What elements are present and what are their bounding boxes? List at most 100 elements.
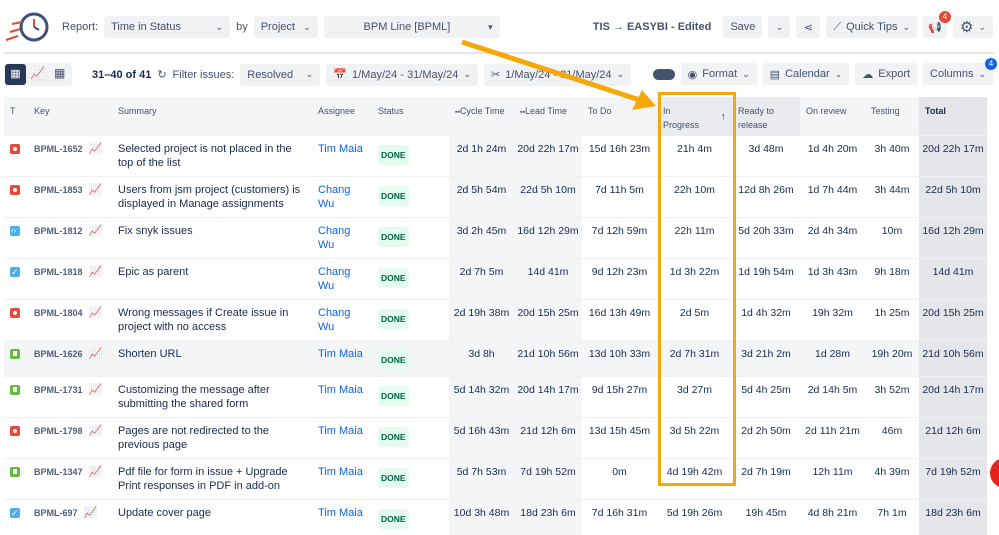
story-type-icon (10, 466, 20, 477)
column-header[interactable]: T (4, 97, 28, 135)
table-row[interactable]: BPML-1347 📈 Pdf file for form in issue + … (4, 457, 987, 499)
issue-key-link[interactable]: BPML-1812 (34, 225, 83, 236)
table-row[interactable]: BPML-1818 📈 Epic as parent Chang Wu DONE 2… (4, 257, 987, 299)
help-bubble[interactable] (990, 458, 999, 488)
report-header-right: TIS → EASYBI - Edited Save ⌄ ⋖ ⟋ Quick Ti… (593, 11, 993, 38)
table-row[interactable]: BPML-697 📈 Update cover page Tim Maia DON… (4, 498, 987, 535)
chart-trend-icon[interactable]: 📈 (88, 347, 103, 360)
column-header[interactable]: Key (28, 97, 112, 135)
table-row[interactable]: BPML-1731 📈 Customizing the message after… (4, 375, 987, 417)
task-type-icon (10, 265, 20, 279)
issue-key-link[interactable]: BPML-1798 (34, 425, 83, 436)
group-by-select[interactable]: Project ⌄ (253, 16, 318, 38)
columns-button[interactable]: Columns ⌄ 4 (923, 58, 997, 85)
drag-handle-icon[interactable]: ▪▪ (455, 109, 460, 116)
lead-time-cell: 21d 12h 6m (514, 416, 582, 458)
issue-key-link[interactable]: BPML-1804 (34, 307, 83, 318)
column-header[interactable]: On review (800, 97, 865, 135)
refresh-icon[interactable]: ↻ (157, 69, 167, 81)
column-header[interactable]: Testing (865, 97, 919, 135)
toggle-switch[interactable] (652, 68, 675, 80)
assignee-cell[interactable]: Chang Wu (312, 175, 372, 217)
assignee-cell[interactable]: Chang Wu (312, 216, 372, 258)
column-header[interactable]: To Do (582, 97, 657, 135)
ready-to-release-cell: 19h 45m (732, 498, 800, 535)
assignee-cell[interactable]: Chang Wu (312, 298, 372, 340)
chevron-down-icon: ⌄ (775, 21, 784, 32)
issue-key-link[interactable]: BPML-1853 (34, 184, 83, 195)
report-type-select[interactable]: Time in Status ⌄ (104, 16, 231, 38)
total-cell: 21d 10h 56m (919, 339, 987, 376)
table-row[interactable]: BPML-1804 📈 Wrong messages if Create issu… (4, 298, 987, 340)
chevron-down-icon: ⌄ (978, 68, 986, 79)
export-button[interactable]: ☁ Export (855, 63, 918, 85)
total-cell: 22d 5h 10m (919, 175, 987, 217)
on-review-cell: 4d 8h 21m (800, 498, 865, 535)
column-header[interactable]: Total (919, 97, 987, 135)
save-button[interactable]: Save (723, 16, 763, 38)
filter-select[interactable]: Resolved ⌄ (240, 63, 321, 86)
issue-key-link[interactable]: BPML-1731 (34, 384, 83, 395)
assignee-cell[interactable]: Tim Maia (312, 375, 372, 417)
issue-key-link[interactable]: BPML-1652 (34, 143, 83, 154)
date-range-select[interactable]: 📅 1/May/24 - 31/May/24 ⌄ (326, 63, 478, 86)
column-header[interactable]: Ready to release (732, 97, 800, 135)
sort-ascending-icon[interactable]: ↑ (720, 111, 727, 123)
status-cell: DONE (372, 416, 449, 458)
table-row[interactable]: BPML-1798 📈 Pages are not redirected to t… (4, 416, 987, 458)
date-range-select-2[interactable]: ✂ 1/May/24 - 31/May/24 ⌄ (483, 63, 632, 86)
column-header[interactable]: ▪▪Cycle Time (449, 97, 514, 135)
project-select[interactable]: BPM Line [BPML] ▾ (323, 16, 500, 38)
column-header[interactable]: Assignee (312, 97, 372, 135)
grid-view-icon[interactable]: ▦ (5, 64, 26, 85)
chart-trend-icon[interactable]: 📈 (88, 265, 103, 278)
column-header[interactable]: Summary (112, 97, 312, 135)
table-row[interactable]: BPML-1812 📈 Fix snyk issues Chang Wu DONE… (4, 216, 987, 258)
status-cell: DONE (372, 175, 449, 217)
column-header[interactable]: In Progress ↑ (657, 97, 732, 135)
chevron-down-icon: ⌄ (978, 21, 986, 32)
column-header[interactable]: Status (372, 97, 449, 135)
save-options-button[interactable]: ⌄ (768, 16, 791, 38)
caret-down-icon: ▾ (488, 21, 493, 32)
chart-trend-icon[interactable]: 📈 (88, 142, 103, 155)
calendar-button[interactable]: ▤ Calendar ⌄ (762, 63, 850, 85)
date-range-value-2: 1/May/24 - 31/May/24 (505, 68, 612, 81)
type-cell (4, 339, 28, 376)
issue-key-link[interactable]: BPML-697 (34, 507, 78, 518)
assignee-cell[interactable]: Tim Maia (312, 416, 372, 458)
chart-view-icon[interactable]: 📈 (30, 66, 45, 80)
chart-trend-icon[interactable]: 📈 (88, 383, 103, 396)
column-header[interactable]: ▪▪Lead Time (514, 97, 582, 135)
assignee-cell[interactable]: Tim Maia (312, 134, 372, 176)
format-button[interactable]: ◉ Format ⌄ (680, 63, 757, 85)
table-row[interactable]: BPML-1853 📈 Users from jsm project (custo… (4, 175, 987, 217)
drag-handle-icon[interactable]: ▪▪ (520, 109, 525, 116)
chart-trend-icon[interactable]: 📈 (88, 424, 103, 437)
to-do-cell: 7d 11h 5m (582, 175, 657, 217)
chart-trend-icon[interactable]: 📈 (88, 224, 103, 237)
chevron-down-icon: ⌄ (463, 69, 471, 79)
assignee-cell[interactable]: Tim Maia (312, 457, 372, 499)
chart-trend-icon[interactable]: 📈 (83, 506, 98, 519)
issue-key-link[interactable]: BPML-1347 (34, 466, 83, 477)
issue-key-link[interactable]: BPML-1818 (34, 266, 83, 277)
assignee-cell[interactable]: Chang Wu (312, 257, 372, 299)
chart-trend-icon[interactable]: 📈 (88, 306, 103, 319)
quick-tips-button[interactable]: ⟋ Quick Tips ⌄ (826, 16, 917, 38)
status-badge: DONE (378, 226, 409, 247)
share-button[interactable]: ⋖ (796, 16, 821, 38)
issue-key-link[interactable]: BPML-1626 (34, 348, 83, 359)
table-row[interactable]: BPML-1626 📈 Shorten URL Tim Maia DONE 3d 8… (4, 339, 987, 376)
testing-cell: 10m (865, 216, 919, 258)
chart-trend-icon[interactable]: 📈 (88, 465, 103, 478)
settings-button[interactable]: ⚙ ⌄ (953, 16, 993, 38)
assignee-cell[interactable]: Tim Maia (312, 498, 372, 535)
in-progress-cell: 3d 5h 22m (657, 416, 732, 458)
notifications-button[interactable]: 📢 4 (923, 11, 951, 38)
assignee-cell[interactable]: Tim Maia (312, 339, 372, 376)
pivot-view-icon[interactable]: ▦ (54, 66, 66, 80)
chart-trend-icon[interactable]: 📈 (88, 183, 103, 196)
table-row[interactable]: BPML-1652 📈 Selected project is not place… (4, 134, 987, 176)
status-cell: DONE (372, 298, 449, 340)
